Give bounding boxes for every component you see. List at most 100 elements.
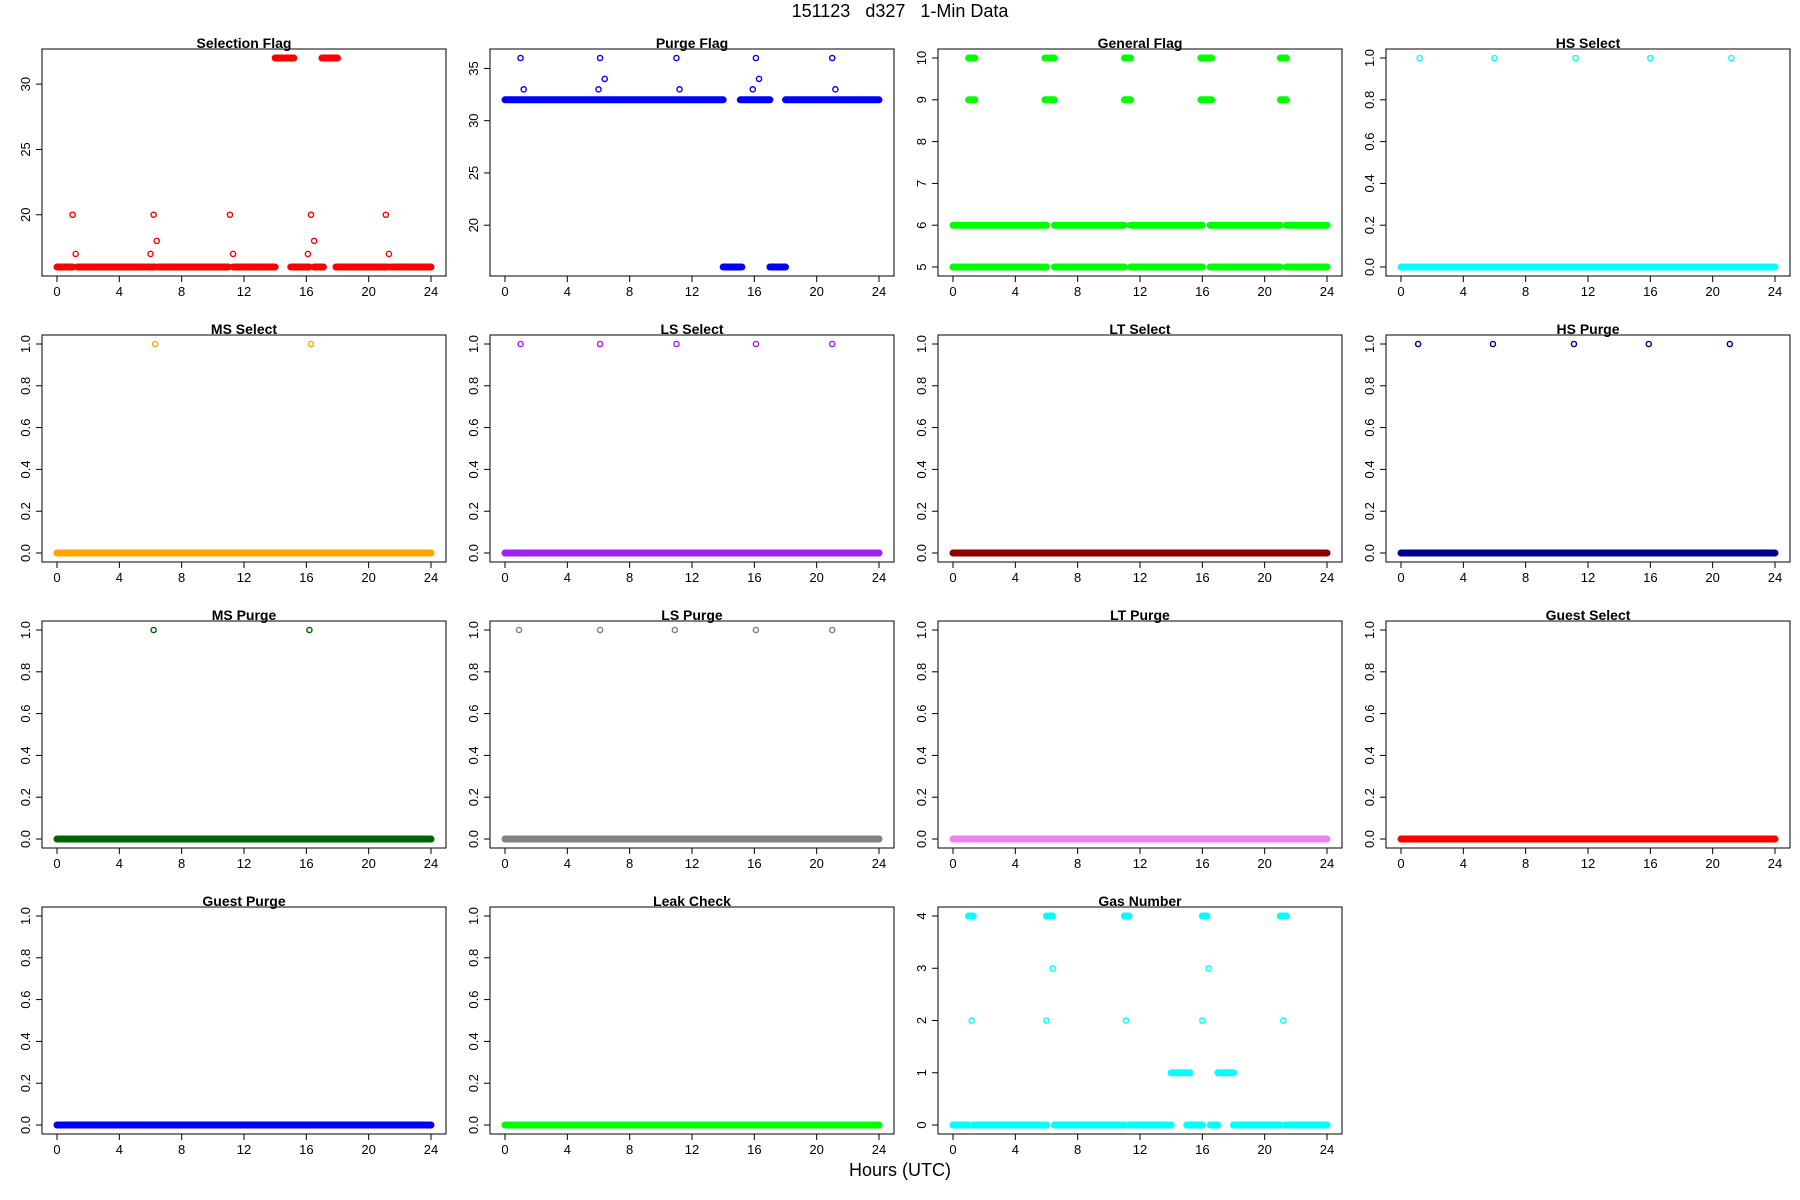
- hs-purge-chart: HS Purge 0 4 8 12 16 20 24 0.0 0.2 0.4 0.6 0.8 1.0: [1362, 321, 1791, 585]
- hs-select-data-point: [1647, 54, 1654, 62]
- ms-purge-y-tick-label: 0.4: [18, 746, 33, 764]
- hs-select-x-tick-label: 20: [1705, 284, 1719, 299]
- ls-select-data-point: [828, 340, 836, 348]
- hs-select-plot-frame: [1385, 48, 1791, 277]
- hs-select-y-tick-label: 0.2: [1362, 216, 1377, 234]
- purge-flag-data-point: [749, 86, 757, 93]
- ms-select-y-tick-label: 1.0: [18, 335, 33, 353]
- ls-select-data-point: [752, 340, 760, 348]
- guest-select-x-tick-label: 12: [1581, 856, 1595, 871]
- gas-number-data-point: [1280, 1017, 1287, 1024]
- guest-purge-x-tick-label: 24: [424, 1142, 438, 1157]
- gas-number-x-tick-label: 12: [1133, 1142, 1147, 1157]
- lt-purge-x-tick-label: 24: [1320, 856, 1334, 871]
- selection-flag-data-point: [307, 211, 315, 219]
- selection-flag-data-point: [72, 250, 79, 258]
- lt-purge-x-tick-label: 0: [949, 856, 956, 871]
- gas-number-data-point: [968, 1017, 976, 1024]
- ls-purge-data-point: [671, 626, 679, 634]
- guest-select-x-tick-label: 16: [1643, 856, 1657, 871]
- ls-purge-x-tick-label: 0: [501, 856, 508, 871]
- purge-flag-data-point: [673, 54, 680, 62]
- guest-purge-x-tick-label: 12: [237, 1142, 251, 1157]
- guest-purge-x-tick-label: 0: [53, 1142, 60, 1157]
- ls-select-x-tick-label: 20: [809, 570, 823, 585]
- purge-flag-x-tick-label: 24: [872, 284, 886, 299]
- ls-purge-y-tick-label: 0.0: [466, 830, 481, 848]
- gas-number-x-tick-label: 24: [1320, 1142, 1334, 1157]
- ls-select-title: LS Select: [660, 321, 723, 337]
- lt-purge-y-tick-label: 0.4: [914, 746, 929, 764]
- hs-select-title: HS Select: [1556, 35, 1621, 51]
- ls-select-chart: LS Select 0 4 8 12 16 20 24 0.0 0.2 0.4 0.6 0.8 1.0: [466, 321, 895, 585]
- general-flag-x-tick-label: 12: [1133, 284, 1147, 299]
- lt-select-y-tick-label: 0.6: [914, 419, 929, 437]
- ms-select-title: MS Select: [211, 321, 277, 337]
- purge-flag-x-tick-label: 16: [747, 284, 761, 299]
- general-flag-plot-frame: [937, 48, 1343, 277]
- gas-number-x-tick-label: 4: [1012, 1142, 1019, 1157]
- guest-purge-y-tick-label: 1.0: [18, 907, 33, 925]
- gas-number-y-tick-label: 0: [914, 1121, 929, 1128]
- ms-select-data-point: [151, 340, 159, 348]
- ms-purge-x-tick-label: 0: [53, 856, 60, 871]
- ls-purge-y-tick-label: 0.2: [466, 788, 481, 806]
- general-flag-y-tick-label: 5: [914, 263, 929, 270]
- ls-select-y-tick-label: 0.8: [466, 377, 481, 395]
- general-flag-y-tick-label: 7: [914, 180, 929, 187]
- ls-select-x-tick-label: 0: [501, 570, 508, 585]
- purge-flag-data-point: [520, 86, 528, 93]
- purge-flag-x-tick-label: 20: [809, 284, 823, 299]
- guest-purge-title: Guest Purge: [202, 893, 285, 909]
- gas-number-data-point: [1049, 964, 1057, 972]
- gas-number-data-point: [1122, 1017, 1130, 1024]
- guest-purge-x-tick-label: 16: [299, 1142, 313, 1157]
- hs-select-x-tick-label: 4: [1460, 284, 1467, 299]
- ms-purge-x-tick-label: 16: [299, 856, 313, 871]
- hs-purge-data-point: [1726, 340, 1734, 348]
- ms-purge-y-tick-label: 0.2: [18, 788, 33, 806]
- ls-purge-chart: LS Purge 0 4 8 12 16 20 24 0.0 0.2 0.4 0.6 0.8 1.0: [466, 607, 895, 871]
- ls-purge-data-point: [752, 626, 760, 634]
- ms-select-x-tick-label: 20: [361, 570, 375, 585]
- ms-purge-data-point: [150, 626, 157, 634]
- gas-number-y-tick-label: 4: [914, 912, 929, 919]
- leak-check-chart: Leak Check 0 4 8 12 16 20 24 0.0 0.2 0.4 0.6 0.8 1.0: [466, 893, 895, 1157]
- selection-flag-data-point: [229, 250, 237, 258]
- lt-select-x-tick-label: 0: [949, 570, 956, 585]
- hs-purge-data-point: [1645, 340, 1653, 348]
- purge-flag-x-tick-label: 4: [564, 284, 571, 299]
- guest-purge-chart: Guest Purge 0 4 8 12 16 20 24 0.0 0.2 0.4 0.6 0.8 1.0: [18, 893, 447, 1157]
- ls-purge-y-tick-label: 0.8: [466, 663, 481, 681]
- purge-flag-chart: Purge Flag 0 4 8 12 16 20 24 20 25 30 35: [466, 35, 895, 299]
- ls-purge-data-point: [828, 626, 836, 634]
- hs-purge-x-tick-label: 0: [1397, 570, 1404, 585]
- guest-select-y-tick-label: 0.8: [1362, 663, 1377, 681]
- ls-purge-data-point: [596, 626, 604, 634]
- hs-purge-x-tick-label: 8: [1522, 570, 1529, 585]
- guest-select-y-tick-label: 0.6: [1362, 705, 1377, 723]
- lt-select-x-tick-label: 12: [1133, 570, 1147, 585]
- ls-select-y-tick-label: 1.0: [466, 335, 481, 353]
- ls-select-data-point: [517, 340, 524, 348]
- ms-purge-y-tick-label: 0.6: [18, 705, 33, 723]
- hs-select-data-point: [1572, 54, 1579, 62]
- general-flag-y-tick-label: 9: [914, 96, 929, 103]
- general-flag-x-tick-label: 20: [1257, 284, 1271, 299]
- ms-purge-x-tick-label: 12: [237, 856, 251, 871]
- ms-purge-x-tick-label: 20: [361, 856, 375, 871]
- ls-purge-y-tick-label: 0.4: [466, 746, 481, 764]
- lt-select-plot-frame: [937, 334, 1343, 563]
- ls-purge-y-tick-label: 0.6: [466, 705, 481, 723]
- guest-purge-x-tick-label: 4: [116, 1142, 123, 1157]
- purge-flag-y-tick-label: 20: [466, 218, 481, 232]
- general-flag-y-tick-label: 6: [914, 222, 929, 229]
- hs-purge-x-tick-label: 12: [1581, 570, 1595, 585]
- general-flag-y-tick-label: 10: [914, 51, 929, 65]
- purge-flag-data-point: [517, 54, 524, 62]
- leak-check-y-tick-label: 0.6: [466, 991, 481, 1009]
- gas-number-title: Gas Number: [1098, 893, 1182, 909]
- lt-select-y-tick-label: 1.0: [914, 335, 929, 353]
- hs-select-x-tick-label: 16: [1643, 284, 1657, 299]
- ms-select-x-tick-label: 12: [237, 570, 251, 585]
